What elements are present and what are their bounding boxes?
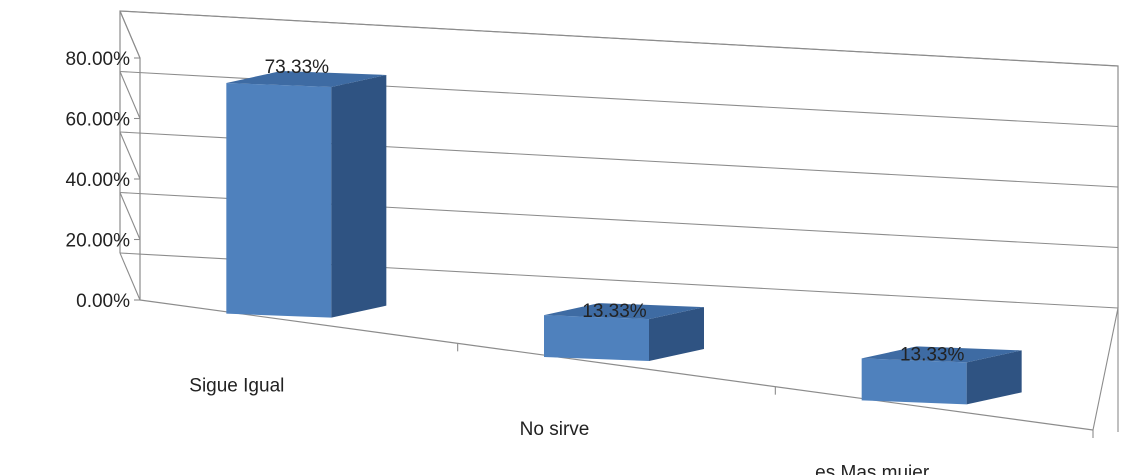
data-label: 13.33% (582, 301, 647, 322)
bar-side (649, 307, 704, 361)
data-label: 73.33% (265, 57, 330, 78)
bar-top (861, 346, 1022, 363)
ytick-label: 80.00% (66, 49, 131, 70)
bar-front (544, 315, 649, 361)
gridline (119, 10, 1119, 67)
ytick-label: 0.00% (76, 291, 130, 312)
side-gridline (119, 131, 141, 180)
bar (544, 303, 704, 361)
bar (861, 346, 1022, 405)
bar-side (966, 350, 1022, 405)
bar-front (861, 358, 967, 405)
ytick-label: 40.00% (66, 170, 131, 191)
side-gridline (119, 192, 141, 240)
bar-front (226, 82, 332, 318)
floor-right-edge (1092, 307, 1119, 431)
bar-top (226, 70, 387, 87)
ytick-label: 20.00% (66, 231, 131, 252)
side-gridline (119, 71, 141, 119)
bar-side (331, 74, 387, 318)
ytick-label: 60.00% (66, 110, 131, 131)
bar-layer (226, 70, 1022, 405)
category-label: es Mas mujer (815, 462, 930, 475)
category-label: Sigue Igual (189, 376, 284, 397)
x-axis-line (139, 299, 1094, 431)
side-wall-top (119, 10, 141, 59)
category-label: No sirve (520, 419, 590, 440)
bar-top (544, 303, 704, 320)
label-layer: 0.00% 20.00% 40.00% 60.00% 80.00% 73.33% Sigue… (66, 49, 965, 475)
bar (226, 70, 387, 318)
axis-layer (119, 10, 1119, 438)
side-gridline (119, 252, 141, 301)
data-label: 13.33% (900, 344, 965, 365)
